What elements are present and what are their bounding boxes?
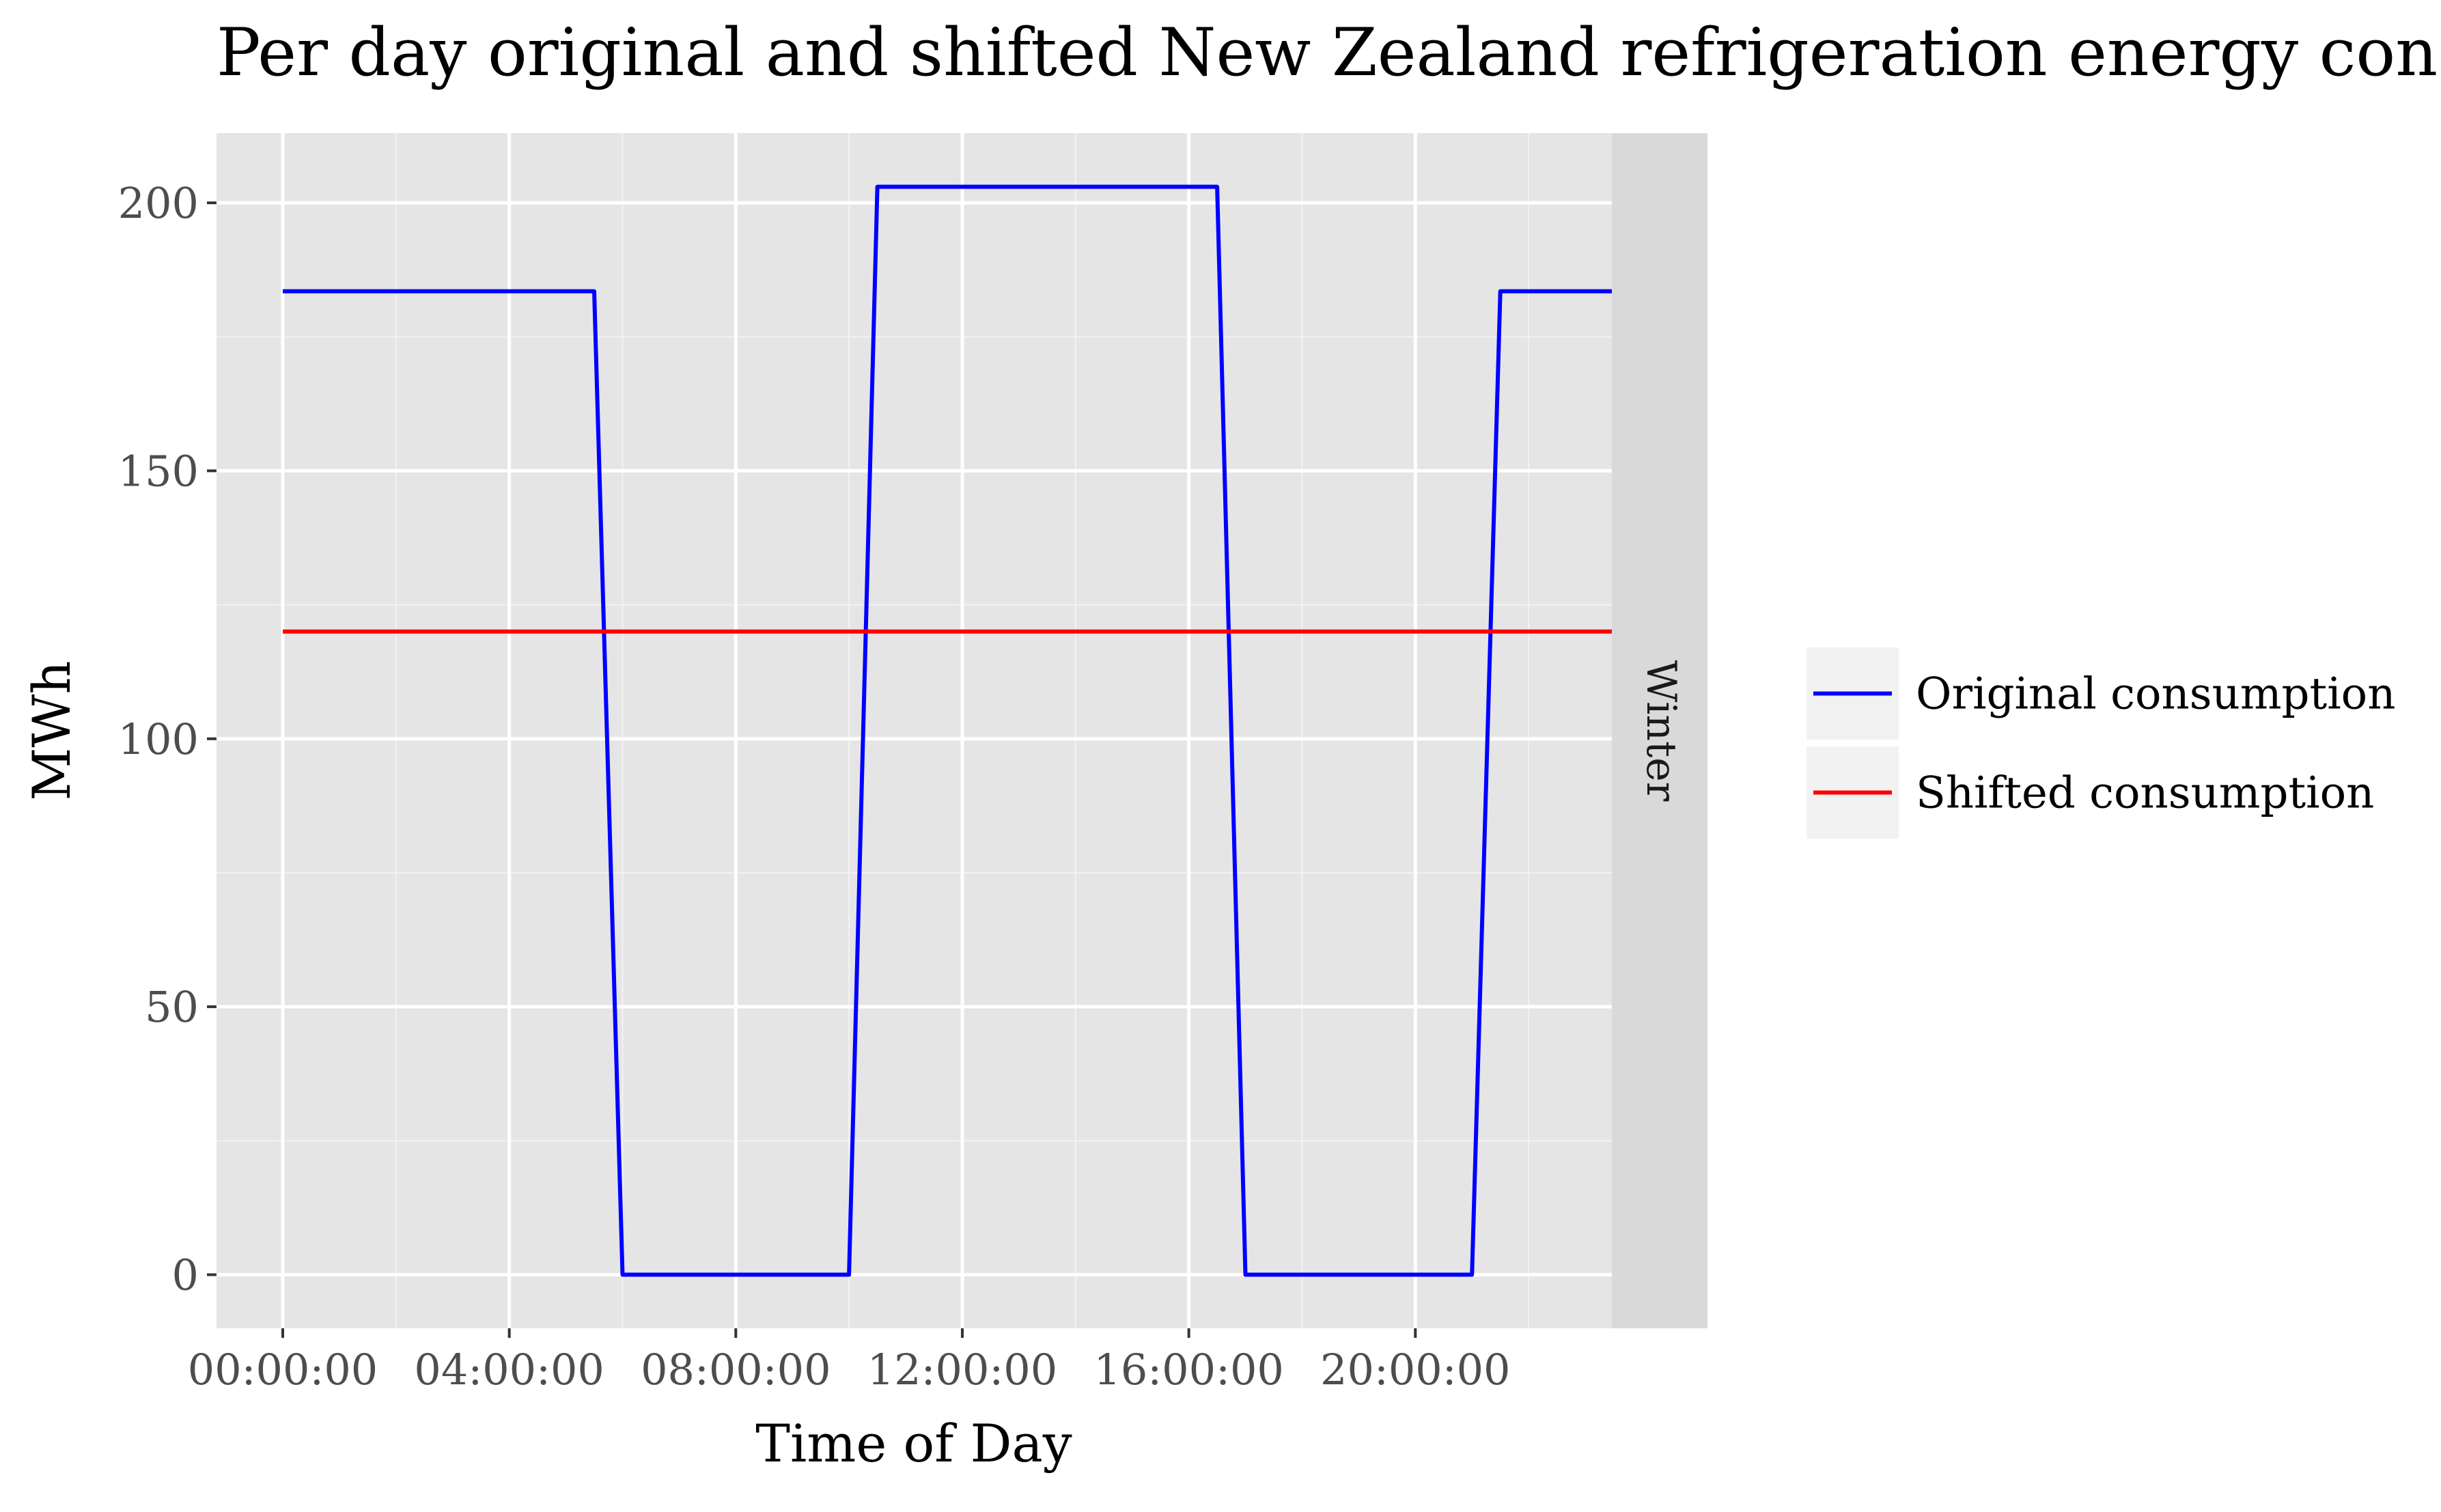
- plot-panel: [217, 133, 1612, 1328]
- chart-title: Per day original and shifted New Zealand…: [217, 14, 2441, 91]
- facet-strip: [1612, 133, 1707, 1328]
- y-tick-label: 50: [145, 982, 199, 1032]
- legend-label: Original consumption: [1916, 669, 2395, 720]
- major-gridlines: [217, 133, 1612, 1328]
- y-axis: 0 50 100 150 200: [118, 178, 217, 1300]
- y-tick-label: 200: [118, 178, 199, 228]
- series-line-original: [283, 184, 1614, 1277]
- x-tick-label: 04:00:00: [414, 1345, 604, 1395]
- x-tick-label: 08:00:00: [641, 1345, 831, 1395]
- x-axis-title: Time of Day: [755, 1413, 1072, 1474]
- legend-label: Shifted consumption: [1916, 768, 2374, 819]
- x-axis: 00:00:00 04:00:00 08:00:00 12:00:00 16:00:00…: [188, 1328, 1511, 1395]
- x-tick-label: 20:00:00: [1320, 1345, 1510, 1395]
- x-tick-label: 00:00:00: [188, 1345, 378, 1395]
- y-tick-label: 150: [118, 446, 199, 496]
- facet-strip-label: Winter: [1637, 660, 1685, 802]
- x-tick-label: 16:00:00: [1093, 1345, 1283, 1395]
- y-tick-label: 0: [172, 1250, 199, 1300]
- y-axis-title: MWh: [21, 661, 82, 801]
- minor-gridlines: [217, 133, 1612, 1328]
- series-layer: [283, 184, 1614, 1277]
- legend: Original consumption Shifted consumption: [1807, 647, 2395, 839]
- y-tick-label: 100: [118, 714, 199, 764]
- x-tick-label: 12:00:00: [867, 1345, 1057, 1395]
